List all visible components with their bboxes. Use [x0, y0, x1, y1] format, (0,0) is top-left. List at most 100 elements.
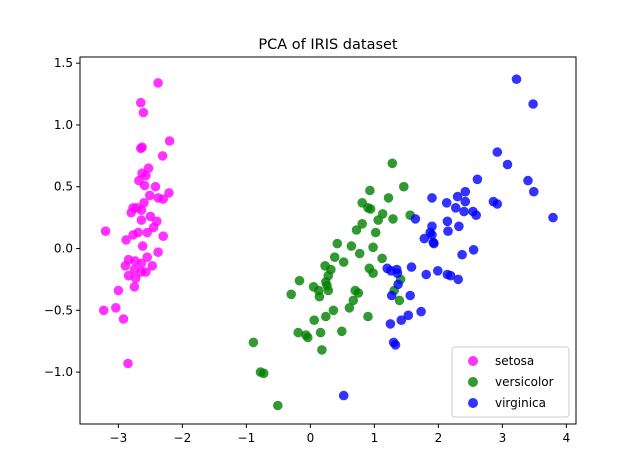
point-setosa-34: [142, 252, 152, 262]
point-setosa-28: [128, 230, 138, 240]
point-versicolor-40: [328, 305, 339, 316]
point-setosa-44: [130, 273, 141, 284]
point-versicolor-15: [332, 238, 343, 249]
point-virginica-22: [454, 221, 464, 232]
point-versicolor-43: [363, 311, 373, 322]
point-versicolor-26: [294, 275, 305, 286]
point-virginica-8: [452, 191, 463, 202]
point-virginica-36: [421, 269, 432, 280]
legend: setosa versicolor virginica: [451, 346, 570, 418]
point-versicolor-42: [321, 311, 331, 322]
point-virginica-2: [492, 147, 503, 157]
point-setosa-48: [98, 305, 109, 316]
point-versicolor-1: [365, 185, 375, 196]
point-virginica-46: [385, 319, 396, 329]
point-setosa-11: [139, 180, 150, 191]
legend-marker-setosa: [468, 356, 478, 366]
x-tick-label: −3: [110, 431, 128, 445]
y-tick-label: −0.5: [44, 303, 73, 317]
point-versicolor-34: [353, 288, 364, 298]
point-virginica-19: [442, 216, 453, 227]
y-tick-label: 0.5: [54, 180, 73, 194]
point-setosa-50: [123, 358, 133, 369]
point-setosa-17: [139, 198, 149, 208]
point-virginica-45: [403, 310, 414, 321]
point-virginica-4: [523, 175, 533, 186]
point-virginica-37: [433, 266, 443, 276]
point-virginica-14: [450, 203, 461, 213]
point-virginica-35: [392, 268, 403, 279]
point-virginica-5: [472, 174, 483, 185]
y-tick-label: 1.0: [54, 118, 73, 132]
point-setosa-38: [120, 261, 131, 271]
y-tick-label: −1.0: [44, 365, 73, 379]
point-virginica-50: [338, 390, 349, 401]
point-versicolor-9: [357, 219, 368, 229]
x-tick-label: 3: [499, 431, 507, 445]
point-versicolor-6: [365, 204, 376, 214]
legend-marker-versicolor: [468, 377, 478, 387]
point-setosa-49: [118, 314, 129, 324]
chart-title: PCA of IRIS dataset: [258, 37, 398, 53]
point-setosa-3: [164, 136, 175, 146]
point-virginica-49: [390, 340, 401, 350]
point-versicolor-24: [368, 268, 378, 279]
point-virginica-29: [468, 245, 479, 255]
point-versicolor-41: [344, 303, 355, 313]
point-setosa-30: [100, 226, 111, 236]
point-setosa-12: [150, 181, 161, 192]
point-versicolor-48: [315, 327, 326, 338]
legend-label-versicolor: versicolor: [495, 375, 554, 389]
point-versicolor-49: [303, 332, 313, 343]
point-setosa-32: [137, 241, 148, 251]
point-virginica-10: [460, 196, 471, 207]
point-versicolor-8: [373, 215, 384, 225]
point-versicolor-2: [399, 181, 409, 192]
x-tick-label: −2: [174, 431, 192, 445]
point-versicolor-4: [383, 193, 394, 203]
point-setosa-37: [136, 258, 147, 269]
point-versicolor-13: [370, 227, 381, 238]
point-versicolor-19: [338, 257, 349, 267]
point-virginica-11: [441, 198, 452, 208]
point-setosa-0: [153, 78, 163, 88]
point-virginica-13: [492, 199, 503, 209]
point-versicolor-14: [346, 241, 357, 251]
point-setosa-5: [136, 143, 146, 154]
point-setosa-21: [136, 205, 147, 215]
point-virginica-9: [427, 193, 437, 203]
x-tick-label: 2: [435, 431, 443, 445]
point-versicolor-46: [293, 327, 304, 338]
x-tick-label: 1: [371, 431, 379, 445]
point-setosa-1: [136, 97, 146, 108]
legend-box: [451, 346, 570, 418]
point-versicolor-45: [337, 326, 347, 337]
point-setosa-9: [141, 170, 151, 181]
point-setosa-20: [126, 207, 136, 218]
point-versicolor-31: [323, 285, 334, 296]
x-tick-label: −1: [238, 431, 256, 445]
point-setosa-14: [145, 190, 155, 201]
points-layer: [98, 74, 558, 411]
point-virginica-30: [457, 249, 467, 260]
point-setosa-26: [142, 227, 152, 238]
y-axis: −1.0 −0.5 0.0 0.5 1.0 1.5: [44, 56, 80, 379]
point-setosa-6: [157, 151, 168, 161]
x-tick-label: 4: [563, 431, 571, 445]
point-virginica-15: [459, 206, 469, 217]
legend-label-virginica: virginica: [495, 396, 546, 410]
point-virginica-1: [528, 99, 538, 109]
point-setosa-24: [136, 215, 147, 225]
point-versicolor-0: [387, 158, 398, 169]
point-virginica-6: [529, 186, 539, 197]
point-virginica-47: [396, 315, 407, 326]
point-setosa-16: [158, 194, 168, 204]
point-virginica-7: [460, 186, 471, 197]
point-virginica-44: [416, 306, 426, 317]
point-virginica-28: [428, 237, 439, 248]
point-versicolor-53: [258, 368, 269, 379]
point-versicolor-44: [309, 315, 320, 326]
point-versicolor-17: [354, 248, 365, 259]
y-tick-label: 0.0: [54, 242, 73, 256]
